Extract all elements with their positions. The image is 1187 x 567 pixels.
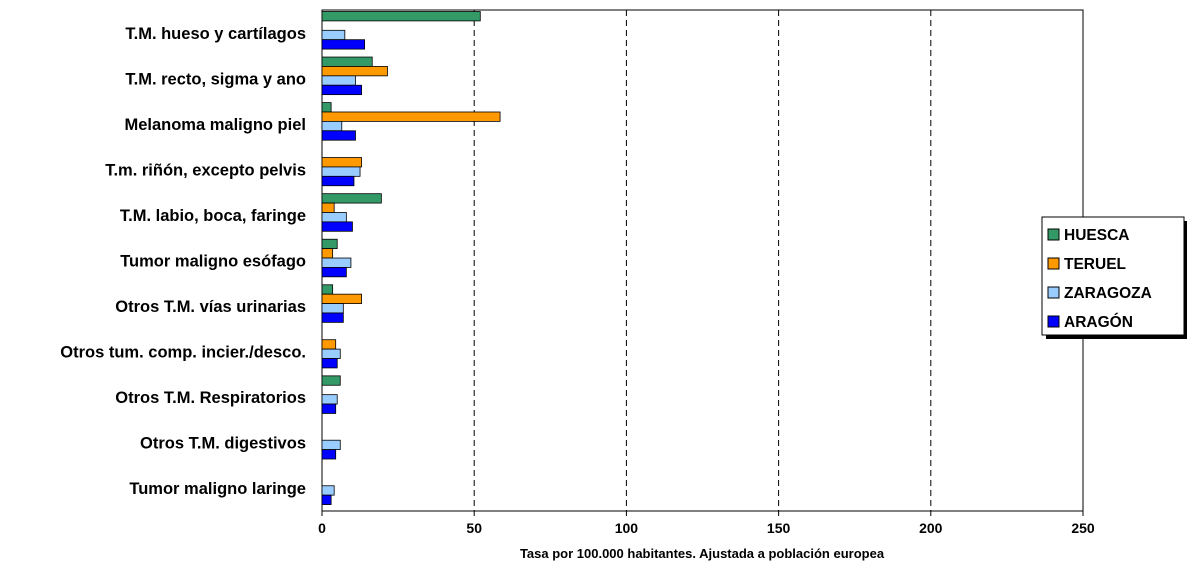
bar-aragón bbox=[321, 84, 362, 96]
category-label: Otros tum. comp. incier./desco. bbox=[60, 344, 306, 362]
bar-aragón bbox=[321, 358, 338, 369]
legend-label: ZARAGOZA bbox=[1064, 285, 1152, 302]
bar-teruel bbox=[321, 202, 335, 213]
x-tick-label: 100 bbox=[615, 520, 639, 536]
x-axis-title: Tasa por 100.000 habitantes. Ajustada a … bbox=[520, 546, 885, 561]
bar-zaragoza bbox=[321, 439, 341, 451]
category-label: T.M. recto, sigma y ano bbox=[125, 70, 306, 88]
category-labels: T.M. hueso y cartílagos T.M. recto, sigma… bbox=[60, 25, 306, 498]
category-label: Tumor maligno esófago bbox=[120, 253, 306, 271]
legend-swatch bbox=[1047, 257, 1060, 270]
bar-huesca bbox=[321, 238, 338, 250]
bar-aragón bbox=[321, 267, 347, 278]
legend-items: HUESCA TERUEL ZARAGOZA ARAGÓN bbox=[1047, 227, 1152, 331]
legend-box bbox=[1041, 216, 1185, 336]
x-tick-label: 250 bbox=[1071, 520, 1095, 536]
plot-area bbox=[321, 9, 1084, 512]
bar-huesca bbox=[321, 193, 382, 204]
x-tick-label: 0 bbox=[318, 520, 326, 536]
bar-teruel bbox=[321, 248, 334, 259]
bar-aragón bbox=[321, 449, 337, 460]
category-label: Otros T.M. digestivos bbox=[140, 435, 306, 453]
bar-aragón bbox=[321, 175, 355, 187]
bar-teruel bbox=[321, 339, 337, 350]
bar-zaragoza bbox=[321, 212, 347, 223]
bar-zaragoza bbox=[321, 257, 352, 268]
bar-aragón bbox=[321, 312, 344, 323]
legend: HUESCA TERUEL ZARAGOZA ARAGÓN bbox=[1041, 216, 1187, 339]
category-label: Melanoma maligno piel bbox=[124, 116, 306, 134]
bar-teruel bbox=[321, 111, 501, 122]
bar-zaragoza bbox=[321, 348, 341, 359]
category-label: Otros T.M. vías urinarias bbox=[115, 298, 306, 316]
x-tick-label: 50 bbox=[466, 520, 482, 536]
bar-aragón bbox=[321, 221, 353, 232]
x-tick-label: 200 bbox=[919, 520, 943, 536]
legend-swatch bbox=[1047, 286, 1060, 299]
grid-lines bbox=[473, 10, 932, 511]
bar-huesca bbox=[321, 375, 341, 386]
category-label: T.M. hueso y cartílagos bbox=[125, 25, 306, 43]
bar-zaragoza bbox=[321, 166, 361, 177]
bar-teruel bbox=[321, 157, 362, 168]
category-label: T.m. riñón, excepto pelvis bbox=[105, 161, 306, 179]
bars bbox=[321, 11, 501, 505]
legend-label: HUESCA bbox=[1064, 227, 1129, 244]
bar-aragón bbox=[321, 130, 356, 141]
bar-aragón bbox=[321, 494, 332, 505]
bar-zaragoza bbox=[321, 394, 338, 405]
x-tick-labels: 0 50 100 150 200 250 bbox=[318, 511, 1095, 536]
bar-teruel bbox=[321, 66, 388, 77]
bar-huesca bbox=[321, 56, 373, 67]
category-label: Otros T.M. Respiratorios bbox=[115, 389, 306, 407]
bar-zaragoza bbox=[321, 303, 344, 314]
bar-zaragoza bbox=[321, 120, 343, 132]
legend-label: ARAGÓN bbox=[1064, 313, 1133, 331]
category-label: T.M. labio, boca, faringe bbox=[120, 207, 306, 225]
bar-zaragoza bbox=[321, 29, 346, 41]
legend-swatch bbox=[1047, 228, 1060, 241]
bar-zaragoza bbox=[321, 75, 356, 86]
bar-aragón bbox=[321, 403, 337, 414]
bar-huesca bbox=[321, 284, 334, 295]
bar-teruel bbox=[321, 293, 362, 304]
legend-label: TERUEL bbox=[1064, 256, 1126, 273]
bar-huesca bbox=[321, 102, 332, 113]
legend-swatch bbox=[1047, 315, 1060, 328]
category-label: Tumor maligno laringe bbox=[129, 480, 306, 498]
bar-huesca bbox=[321, 11, 481, 22]
x-tick-label: 150 bbox=[767, 520, 791, 536]
bar-zaragoza bbox=[321, 485, 335, 496]
bar-aragón bbox=[321, 39, 366, 50]
